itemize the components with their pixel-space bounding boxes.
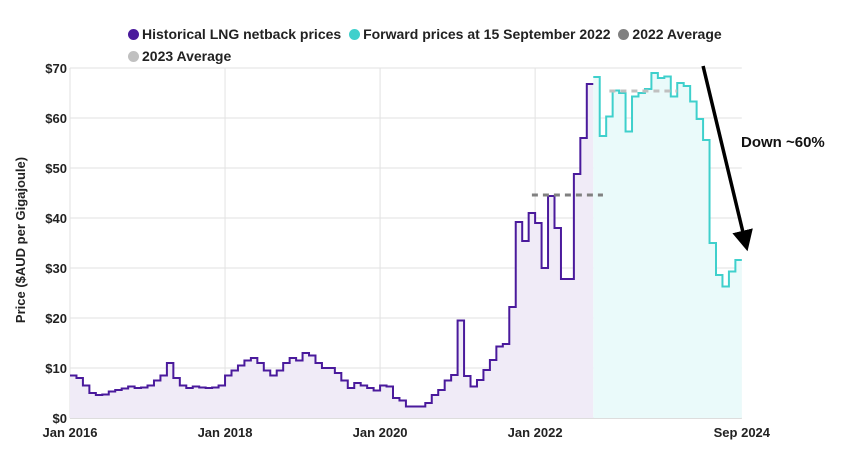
legend-item-historical[interactable]: Historical LNG netback prices <box>128 24 341 45</box>
legend-item-2022-average[interactable]: 2022 Average <box>618 24 722 45</box>
legend-marker-2022-average <box>618 29 630 40</box>
series-line <box>70 83 594 408</box>
legend-item-forward[interactable]: Forward prices at 15 September 2022 <box>349 24 611 45</box>
legend-label: Forward prices at 15 September 2022 <box>363 26 611 42</box>
area-fills <box>70 73 742 418</box>
legend-marker-forward <box>349 29 361 40</box>
down-arrow <box>701 65 753 252</box>
x-tick-label: Jan 2018 <box>198 425 253 440</box>
x-tick-label: Sep 2024 <box>714 425 771 440</box>
y-tick-label: $30 <box>45 261 67 276</box>
y-tick-label: $10 <box>45 361 67 376</box>
y-tick-label: $40 <box>45 211 67 226</box>
area-fill <box>593 73 742 418</box>
y-tick-label: $60 <box>45 111 67 126</box>
legend-marker-historical <box>128 29 139 40</box>
y-tick-label: $0 <box>53 411 67 426</box>
annotations: Down ~60% <box>701 65 825 252</box>
series-line <box>593 72 742 288</box>
series-lines <box>70 72 742 408</box>
legend-item-2023-average[interactable]: 2023 Average <box>128 46 231 67</box>
area-fill <box>70 84 594 418</box>
legend-label: Historical LNG netback prices <box>142 26 342 42</box>
legend: Historical LNG netback prices Forward pr… <box>128 24 768 68</box>
y-tick-label: $20 <box>45 311 67 326</box>
legend-marker-2023-average <box>128 51 139 62</box>
y-tick-label: $50 <box>45 161 67 176</box>
legend-label: 2022 Average <box>632 26 722 42</box>
y-axis-ticks: $0 $10 $20 $30 $40 $50 $60 $70 <box>45 61 67 426</box>
x-tick-label: Jan 2020 <box>353 425 408 440</box>
gridlines <box>69 67 742 419</box>
legend-label: 2023 Average <box>142 48 232 64</box>
annotation-label: Down ~60% <box>741 134 825 151</box>
x-tick-label: Jan 2016 <box>43 425 98 440</box>
x-axis-ticks: Jan 2016 Jan 2018 Jan 2020 Jan 2022 Sep 2024 <box>43 425 771 440</box>
x-tick-label: Jan 2022 <box>508 425 563 440</box>
y-axis-label: Price ($AUD per Gigajoule) <box>13 157 28 323</box>
y-tick-label: $70 <box>45 61 67 76</box>
